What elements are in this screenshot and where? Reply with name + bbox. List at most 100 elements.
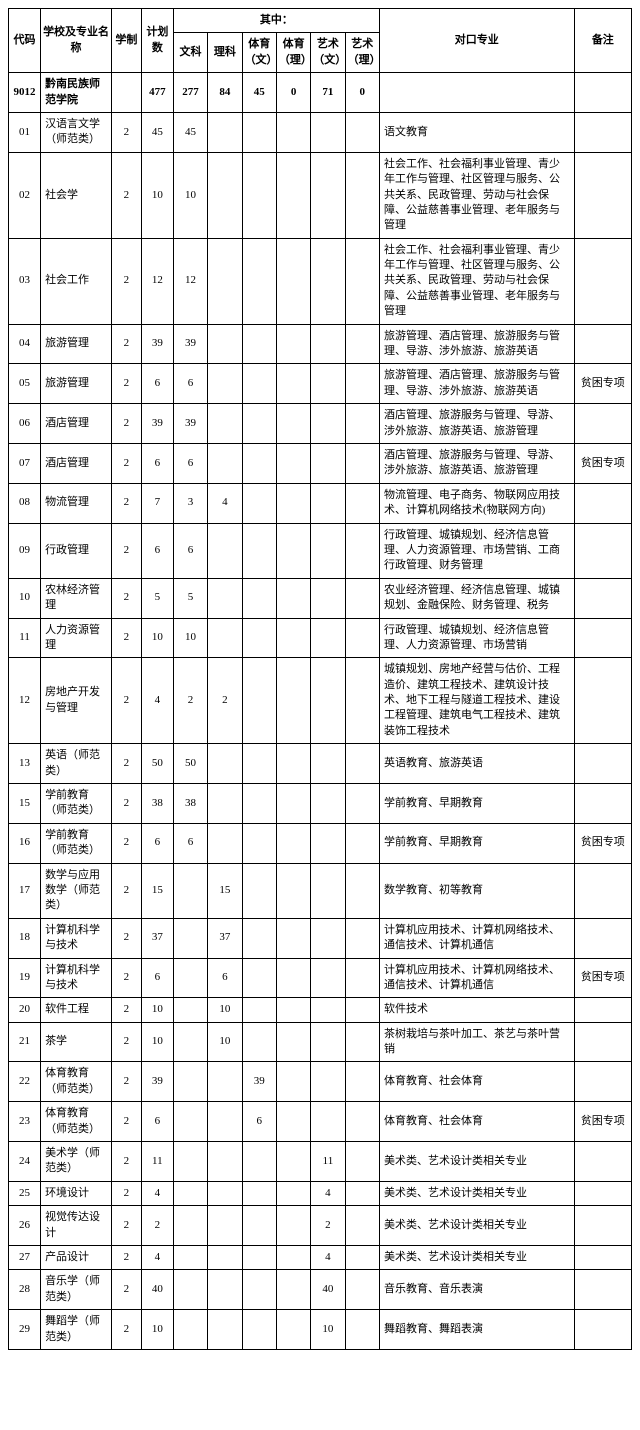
cell-major: 学前教育、早期教育 <box>379 823 574 863</box>
cell-sub-5 <box>345 483 379 523</box>
table-row: 03社会工作21212社会工作、社会福利事业管理、青少年工作与管理、社区管理与服… <box>9 238 632 324</box>
cell-sub-0 <box>173 918 207 958</box>
cell-name: 旅游管理 <box>41 364 112 404</box>
cell-sub-1 <box>208 1270 242 1310</box>
cell-sub-0: 39 <box>173 324 207 364</box>
cell-name: 学前教育（师范类） <box>41 784 112 824</box>
cell-note <box>574 1246 631 1270</box>
cell-name: 酒店管理 <box>41 404 112 444</box>
cell-sub-1: 10 <box>208 1022 242 1062</box>
cell-note <box>574 324 631 364</box>
table-row: 04旅游管理23939旅游管理、酒店管理、旅游服务与管理、导游、涉外旅游、旅游英… <box>9 324 632 364</box>
cell-sub-4: 4 <box>311 1246 345 1270</box>
cell-code: 22 <box>9 1062 41 1102</box>
cell-sub-1 <box>208 1142 242 1182</box>
cell-years: 2 <box>112 404 142 444</box>
cell-major: 美术类、艺术设计类相关专业 <box>379 1181 574 1205</box>
cell-sub-2 <box>242 998 276 1022</box>
cell-sub-2 <box>242 1022 276 1062</box>
cell-sub-1 <box>208 364 242 404</box>
cell-plan: 39 <box>141 404 173 444</box>
cell-name: 学前教育（师范类） <box>41 823 112 863</box>
cell-sub-3 <box>276 823 310 863</box>
cell-note <box>574 744 631 784</box>
cell-plan: 5 <box>141 578 173 618</box>
cell-sub-2 <box>242 483 276 523</box>
cell-sub-0: 6 <box>173 523 207 578</box>
cell-years: 2 <box>112 152 142 238</box>
cell-sub-5 <box>345 1102 379 1142</box>
cell-sub-2 <box>242 958 276 998</box>
cell-note: 贫困专项 <box>574 823 631 863</box>
cell-major: 社会工作、社会福利事业管理、青少年工作与管理、社区管理与服务、公共关系、民政管理… <box>379 152 574 238</box>
cell-sub-2 <box>242 1206 276 1246</box>
cell-sub-4 <box>311 1102 345 1142</box>
cell-sub-3 <box>276 238 310 324</box>
header-sub-5: 艺术（理） <box>345 33 379 73</box>
cell-name: 汉语言文学（师范类） <box>41 112 112 152</box>
cell-code: 09 <box>9 523 41 578</box>
cell-years: 2 <box>112 364 142 404</box>
cell-sub-3 <box>276 744 310 784</box>
cell-sub-3 <box>276 443 310 483</box>
cell-code: 10 <box>9 578 41 618</box>
cell-note <box>574 998 631 1022</box>
cell-name: 酒店管理 <box>41 443 112 483</box>
cell-note <box>574 483 631 523</box>
cell-sub-1 <box>208 578 242 618</box>
cell-sub-5 <box>345 784 379 824</box>
cell-sub-0 <box>173 1062 207 1102</box>
table-row: 10农林经济管理255农业经济管理、经济信息管理、城镇规划、金融保险、财务管理、… <box>9 578 632 618</box>
cell-code: 01 <box>9 112 41 152</box>
header-note: 备注 <box>574 9 631 73</box>
cell-plan: 6 <box>141 523 173 578</box>
cell-sub-1 <box>208 112 242 152</box>
cell-major: 音乐教育、音乐表演 <box>379 1270 574 1310</box>
cell-sub-5 <box>345 443 379 483</box>
cell-sub-1 <box>208 784 242 824</box>
cell-sub-5 <box>345 863 379 918</box>
cell-sub-1 <box>208 443 242 483</box>
cell-sub-1 <box>208 1310 242 1350</box>
cell-major: 酒店管理、旅游服务与管理、导游、涉外旅游、旅游英语、旅游管理 <box>379 404 574 444</box>
cell-code: 18 <box>9 918 41 958</box>
cell-plan: 4 <box>141 658 173 744</box>
cell-code: 15 <box>9 784 41 824</box>
table-row: 29舞蹈学（师范类）21010舞蹈教育、舞蹈表演 <box>9 1310 632 1350</box>
cell-name: 计算机科学与技术 <box>41 918 112 958</box>
cell-years: 2 <box>112 1270 142 1310</box>
cell-sub-3 <box>276 1181 310 1205</box>
cell-sub-0: 5 <box>173 578 207 618</box>
cell-sub-2 <box>242 863 276 918</box>
cell-sub-4 <box>311 578 345 618</box>
table-row: 28音乐学（师范类）24040音乐教育、音乐表演 <box>9 1270 632 1310</box>
cell-years: 2 <box>112 112 142 152</box>
cell-sub-2 <box>242 238 276 324</box>
cell-sub-2 <box>242 1181 276 1205</box>
table-row: 27产品设计244美术类、艺术设计类相关专业 <box>9 1246 632 1270</box>
header-code: 代码 <box>9 9 41 73</box>
cell-sub-3 <box>276 324 310 364</box>
cell-years: 2 <box>112 1022 142 1062</box>
cell-sub-0 <box>173 958 207 998</box>
header-sub-4: 艺术（文） <box>311 33 345 73</box>
cell-sub-3 <box>276 1246 310 1270</box>
header-breakdown: 其中： <box>173 9 379 33</box>
cell-name: 舞蹈学（师范类） <box>41 1310 112 1350</box>
cell-sub-0 <box>173 1206 207 1246</box>
cell-years: 2 <box>112 744 142 784</box>
cell-note <box>574 1181 631 1205</box>
cell-sub-1 <box>208 1246 242 1270</box>
cell-name: 茶学 <box>41 1022 112 1062</box>
cell-major: 学前教育、早期教育 <box>379 784 574 824</box>
cell-plan: 38 <box>141 784 173 824</box>
cell-name: 行政管理 <box>41 523 112 578</box>
cell-sub-2 <box>242 443 276 483</box>
cell-major: 语文教育 <box>379 112 574 152</box>
cell-note <box>574 1062 631 1102</box>
cell-major: 茶树栽培与茶叶加工、茶艺与茶叶营销 <box>379 1022 574 1062</box>
cell-code: 13 <box>9 744 41 784</box>
cell-major: 物流管理、电子商务、物联网应用技术、计算机网络技术(物联网方向) <box>379 483 574 523</box>
cell-sub-3 <box>276 998 310 1022</box>
school-major <box>379 73 574 113</box>
